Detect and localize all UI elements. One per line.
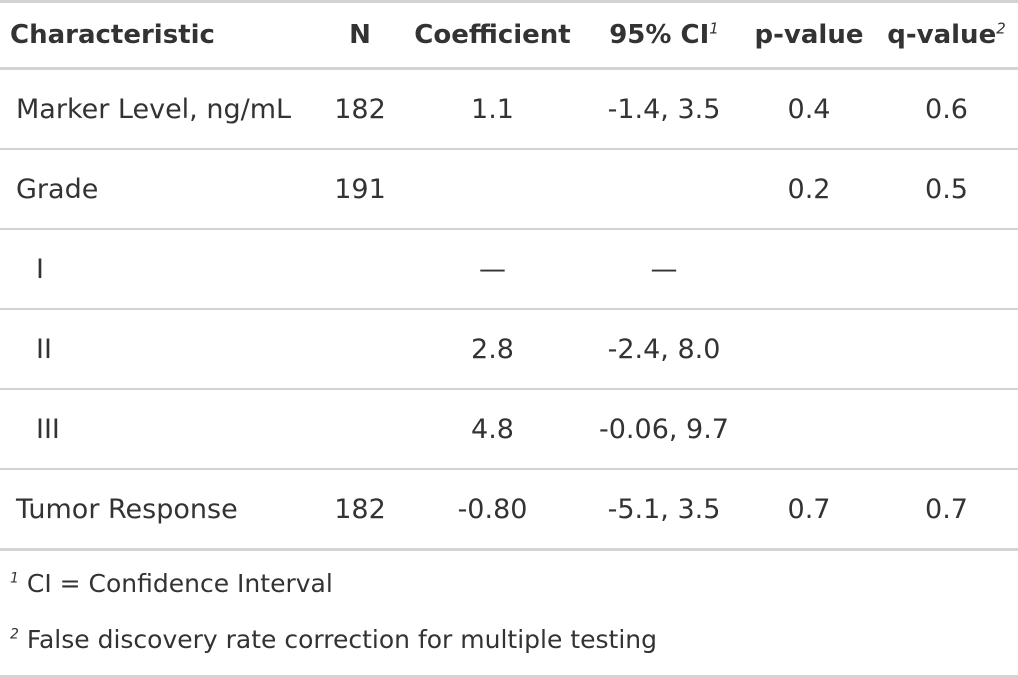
row-label: III [0,389,320,470]
header-p-value-label: p-value [754,20,864,50]
row-q-value [875,229,1018,310]
row-p-value: 0.2 [743,149,875,230]
row-ci: — [585,229,743,310]
header-characteristic: Characteristic [0,2,320,69]
header-ci: 95% CI1 [585,2,743,69]
table-row: Marker Level, ng/mL 182 1.1 -1.4, 3.5 0.… [0,68,1018,150]
header-ci-footnote-marker: 1 [709,19,719,38]
row-label: I [0,229,320,310]
row-label: Marker Level, ng/mL [0,68,320,150]
row-coefficient: 1.1 [400,68,585,150]
row-coefficient: — [400,229,585,310]
footnote-marker: 1 [10,570,19,587]
table-footnotes: 1 CI = Confidence Interval 2 False disco… [0,551,1018,678]
header-ci-label: 95% CI [609,20,710,50]
row-n: 182 [320,469,400,551]
header-coefficient-label: Coefficient [414,20,571,50]
row-ci: -0.06, 9.7 [585,389,743,470]
table-row: II 2.8 -2.4, 8.0 [0,309,1018,390]
header-coefficient: Coefficient [400,2,585,69]
row-ci [585,149,743,230]
header-q-value-label: q-value [887,20,997,50]
row-coefficient: -0.80 [400,469,585,551]
header-q-value: q-value2 [875,2,1018,69]
footnote: 2 False discovery rate correction for mu… [0,615,1018,671]
footnote: 1 CI = Confidence Interval [0,559,1018,615]
row-p-value: 0.7 [743,469,875,551]
row-q-value: 0.6 [875,68,1018,150]
header-n: N [320,2,400,69]
regression-table: Characteristic N Coefficient 95% CI1 p-v… [0,1,1018,551]
row-coefficient [400,149,585,230]
footnote-marker: 2 [10,626,19,643]
header-n-label: N [349,20,371,50]
row-p-value [743,389,875,470]
row-q-value: 0.5 [875,149,1018,230]
header-characteristic-label: Characteristic [10,20,215,50]
table-row: I — — [0,229,1018,310]
row-p-value: 0.4 [743,68,875,150]
table-row: Tumor Response 182 -0.80 -5.1, 3.5 0.7 0… [0,469,1018,551]
row-n [320,229,400,310]
row-ci: -2.4, 8.0 [585,309,743,390]
row-q-value [875,309,1018,390]
row-n: 191 [320,149,400,230]
row-label: II [0,309,320,390]
row-n: 182 [320,68,400,150]
header-row: Characteristic N Coefficient 95% CI1 p-v… [0,1,1018,69]
row-n [320,389,400,470]
row-q-value [875,389,1018,470]
row-p-value [743,229,875,310]
header-q-footnote-marker: 2 [996,19,1006,38]
header-p-value: p-value [743,2,875,69]
row-coefficient: 4.8 [400,389,585,470]
footnote-text: False discovery rate correction for mult… [26,625,657,654]
row-ci: -1.4, 3.5 [585,68,743,150]
row-ci: -5.1, 3.5 [585,469,743,551]
table-row: III 4.8 -0.06, 9.7 [0,389,1018,470]
row-n [320,309,400,390]
row-p-value [743,309,875,390]
row-label: Grade [0,149,320,230]
row-coefficient: 2.8 [400,309,585,390]
footnote-text: CI = Confidence Interval [26,569,333,598]
row-label: Tumor Response [0,469,320,551]
row-q-value: 0.7 [875,469,1018,551]
table-row: Grade 191 0.2 0.5 [0,149,1018,230]
